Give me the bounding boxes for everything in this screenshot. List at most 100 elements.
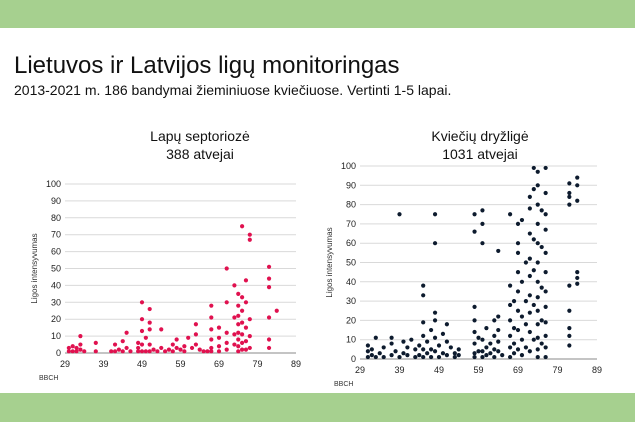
- left-chart-data-point: [247, 237, 252, 242]
- right-chart-data-point: [421, 354, 426, 360]
- right-chart-data-point: [527, 206, 532, 211]
- right-chart-data-point: [519, 217, 525, 223]
- left-chart-data-point: [236, 303, 241, 308]
- left-chart-data-point: [232, 283, 237, 288]
- left-chart-data-point: [247, 345, 252, 351]
- right-chart-xtick-label: 59: [473, 365, 483, 375]
- left-chart-ytick-label: 60: [51, 247, 61, 257]
- right-chart-data-point: [531, 237, 536, 242]
- right-chart-data-point: [531, 268, 536, 273]
- left-chart-data-point: [147, 327, 152, 332]
- left-chart-data-point: [197, 347, 202, 352]
- left-chart-ytick-label: 10: [51, 331, 61, 341]
- left-chart-data-point: [240, 308, 245, 313]
- left-chart-ytick-label: 0: [56, 348, 61, 358]
- right-chart-data-point: [496, 349, 501, 354]
- right-chart-data-point: [488, 341, 493, 346]
- left-chart-data-point: [209, 345, 214, 351]
- left-chart-data-point: [78, 342, 83, 347]
- left-chart-data-point: [78, 347, 83, 352]
- left-chart-data-point: [216, 325, 222, 330]
- left-chart-data-point: [266, 264, 272, 269]
- right-chart-data-point: [575, 275, 580, 281]
- left-chart-data-point: [266, 284, 272, 290]
- right-chart-data-point: [381, 354, 386, 360]
- right-chart-data-point: [444, 322, 449, 327]
- left-chart-x-axis-label: BBCH: [39, 375, 58, 382]
- right-chart-data-point: [492, 354, 497, 360]
- right-chart-data-point: [476, 349, 481, 354]
- left-chart-data-point: [247, 232, 252, 237]
- right-chart-data-point: [421, 333, 426, 338]
- left-chart-data-point: [224, 266, 229, 271]
- left-chart-data-point: [216, 349, 222, 354]
- right-chart-data-point: [575, 198, 580, 203]
- right-chart-xtick-label: 69: [513, 365, 523, 375]
- right-chart-data-point: [508, 333, 513, 338]
- right-chart-data-point: [432, 318, 438, 323]
- left-chart-data-point: [232, 342, 237, 347]
- right-chart-data-point: [480, 208, 485, 213]
- right-chart-data-point: [409, 337, 414, 342]
- right-chart-data-point: [515, 347, 521, 352]
- left-chart-data-point: [224, 340, 229, 345]
- left-chart-data-point: [143, 349, 148, 354]
- left-chart-data-point: [66, 345, 71, 351]
- left-chart-data-point: [193, 332, 198, 337]
- left-chart-data-point: [247, 317, 252, 322]
- right-chart-data-point: [543, 270, 548, 275]
- right-chart-data-point: [421, 293, 426, 298]
- right-chart-data-point: [567, 283, 572, 288]
- right-chart-data-point: [511, 326, 517, 331]
- left-chart-xtick-label: 79: [252, 359, 262, 369]
- right-chart-data-point: [567, 333, 572, 338]
- right-chart-data-point: [508, 345, 513, 350]
- right-chart-data-point: [393, 349, 398, 354]
- left-chart-data-point: [224, 330, 229, 335]
- left-chart-ytick-label: 40: [51, 280, 61, 290]
- right-chart-data-point: [472, 341, 477, 346]
- right-chart-data-point: [421, 347, 426, 352]
- left-chart-data-point: [147, 342, 152, 347]
- right-chart-data-point: [369, 347, 374, 352]
- right-chart-data-point: [575, 183, 580, 188]
- left-chart-data-point: [159, 345, 164, 351]
- bottom-band: [0, 393, 635, 422]
- right-chart-xtick-label: 39: [394, 365, 404, 375]
- right-chart-data-point: [480, 337, 485, 342]
- left-chart-xtick-label: 39: [98, 359, 108, 369]
- left-chart-data-point: [209, 303, 214, 308]
- left-chart-data-point: [174, 345, 179, 351]
- left-chart-data-point: [236, 344, 241, 349]
- left-chart-data-point: [147, 349, 152, 354]
- right-chart-data-point: [575, 270, 580, 275]
- top-band: [0, 0, 635, 28]
- left-chart-data-point: [112, 342, 118, 347]
- right-chart-data-point: [436, 354, 442, 360]
- right-chart-data-point: [531, 187, 536, 192]
- right-chart-data-point: [496, 248, 501, 254]
- right-chart-data-point: [567, 181, 572, 186]
- right-chart-data-point: [484, 345, 489, 350]
- right-chart-data-point: [492, 347, 497, 352]
- left-chart-data-point: [236, 330, 241, 335]
- right-chart-data-point: [531, 337, 536, 342]
- right-chart-ytick-label: 0: [351, 354, 356, 364]
- right-chart-data-point: [511, 341, 517, 346]
- right-chart-data-point: [508, 302, 513, 308]
- right-chart-data-point: [527, 310, 532, 315]
- left-chart-data-point: [240, 347, 245, 352]
- right-chart-data-point: [535, 322, 540, 327]
- left-chart-ytick-label: 20: [51, 314, 61, 324]
- right-chart-data-point: [480, 221, 485, 226]
- left-chart-data-point: [136, 349, 141, 354]
- right-chart-data-point: [508, 318, 513, 323]
- right-chart-data-point: [543, 304, 548, 309]
- left-chart-data-point: [266, 345, 272, 351]
- page-subtitle: 2013-2021 m. 186 bandymai žieminiuose kv…: [14, 82, 452, 98]
- right-chart-data-point: [527, 273, 532, 279]
- right-chart-title: Kviečių dryžligė: [431, 128, 529, 144]
- left-chart-data-point: [151, 347, 156, 352]
- right-chart-data-point: [405, 353, 410, 358]
- left-chart-data-point: [155, 349, 160, 354]
